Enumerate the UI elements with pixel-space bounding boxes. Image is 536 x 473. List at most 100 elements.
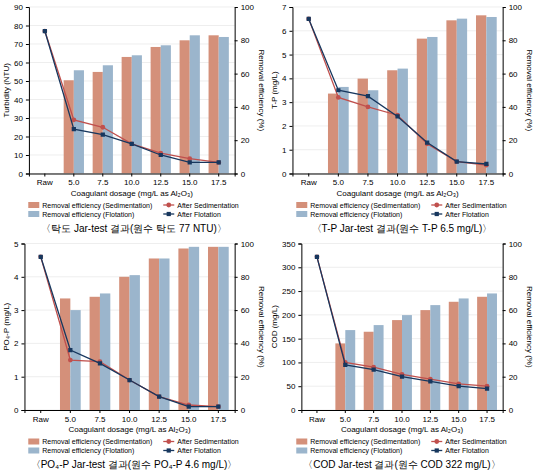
y-axis: 0102030405060708090 [14, 3, 29, 179]
legend-label: Removal efficiency (Flotation) [310, 211, 402, 219]
legend-item: Removal efficiency (Sedimentation) [28, 202, 152, 210]
tick: 300 [282, 263, 301, 272]
tick-mark [102, 174, 103, 177]
y2-axis-title: Removal efficiency (%) [525, 286, 534, 368]
tick: 1 [282, 146, 292, 155]
x-axis-title: Coagulant dosage (mg/L as Al₂O₃) [71, 189, 193, 198]
tick-mark [21, 410, 24, 411]
bar [119, 277, 129, 410]
axis-line [235, 8, 238, 175]
legend-swatch [296, 439, 307, 445]
bar [345, 330, 355, 410]
tick-label: 1 [282, 146, 287, 155]
legend-label: Removal efficiency (Flotation) [310, 447, 402, 455]
tick: 3 [282, 98, 292, 107]
tick-label: 100 [241, 3, 255, 12]
marker [217, 160, 221, 164]
tick: 5.0 [340, 410, 352, 424]
tick-label: 15.0 [181, 415, 197, 424]
marker [366, 105, 371, 110]
subplot: 0102030405060708090020406080100Raw5.07.5… [2, 3, 266, 233]
tick-mark [298, 386, 301, 387]
tick-label: 3 [14, 306, 19, 315]
legend-item: Removal efficiency (Sedimentation) [28, 438, 152, 446]
tick-label: 15.0 [449, 178, 465, 187]
tick-mark [503, 310, 506, 311]
axis-line [298, 244, 302, 411]
x-axis: Raw5.07.510.012.515.017.5 [25, 410, 235, 424]
marker [39, 255, 43, 259]
marker [372, 367, 376, 371]
bar [100, 293, 110, 410]
marker [100, 125, 105, 130]
marker [307, 17, 311, 21]
tick: 12.5 [153, 174, 169, 188]
tick-label: 12.5 [153, 178, 169, 187]
bar [159, 258, 169, 410]
tick-mark [430, 410, 431, 413]
marker [101, 133, 105, 137]
marker [157, 394, 162, 399]
tick: 17.5 [211, 174, 227, 188]
axis-line [289, 8, 293, 175]
marker [336, 95, 341, 100]
axis-line [21, 244, 25, 411]
tick-label: 6 [282, 27, 287, 36]
axis-line [503, 8, 506, 175]
legend-swatch [296, 211, 307, 217]
tick: 100 [503, 240, 523, 249]
tick: 100 [282, 358, 301, 367]
tick: 4 [14, 273, 24, 282]
legend-label: After Flotation [177, 447, 221, 454]
y2-axis-title: Removal efficiency (%) [257, 286, 266, 368]
tick: 40 [14, 96, 29, 105]
tick-label: 5 [14, 240, 19, 249]
tick-mark [503, 7, 506, 8]
legend-swatch [296, 202, 307, 208]
tick-mark [26, 137, 29, 138]
tick-label: 2 [282, 122, 287, 131]
tick-mark [503, 244, 506, 245]
tick: 40 [503, 339, 518, 348]
tick: 5.0 [68, 174, 80, 188]
tick: 20 [14, 133, 29, 142]
tick-label: 40 [14, 96, 23, 105]
marker [68, 358, 73, 363]
tick-label: 5.0 [333, 178, 345, 187]
bar [486, 17, 496, 174]
marker [428, 379, 432, 383]
y-axis: 01234567 [282, 3, 293, 179]
tick-label: 17.5 [479, 178, 495, 187]
legend-item: After Flotation [163, 447, 221, 454]
bar [298, 173, 308, 174]
marker [454, 159, 459, 164]
tick-mark [298, 244, 301, 245]
tick: 200 [282, 311, 301, 320]
grid [29, 7, 235, 174]
tick-label: 5 [282, 51, 287, 60]
y-axis-title: COD (mg/L) [270, 305, 279, 348]
marker [129, 142, 134, 147]
bar [449, 302, 459, 410]
tick-mark [235, 277, 238, 278]
tick-mark [503, 40, 506, 41]
tick-mark [188, 410, 189, 413]
legend-swatch [28, 211, 39, 217]
grid-line [29, 44, 235, 45]
bar [90, 297, 100, 410]
marker [484, 162, 488, 166]
bar [208, 247, 218, 410]
tick-label: 7 [282, 3, 287, 12]
tick: 350 [282, 240, 301, 249]
legend-item: After Sedimentation [163, 438, 239, 445]
tick-label: 0 [14, 406, 19, 415]
tick-label: 10.0 [122, 415, 138, 424]
tick-label: 5.0 [65, 415, 77, 424]
legend-label: After Sedimentation [445, 202, 507, 209]
tick-mark [44, 174, 45, 177]
bar [309, 173, 319, 174]
tick-mark [289, 55, 292, 56]
tick-label: 40 [509, 103, 518, 112]
tick-label: 2 [14, 339, 19, 348]
grid-line [292, 30, 502, 31]
